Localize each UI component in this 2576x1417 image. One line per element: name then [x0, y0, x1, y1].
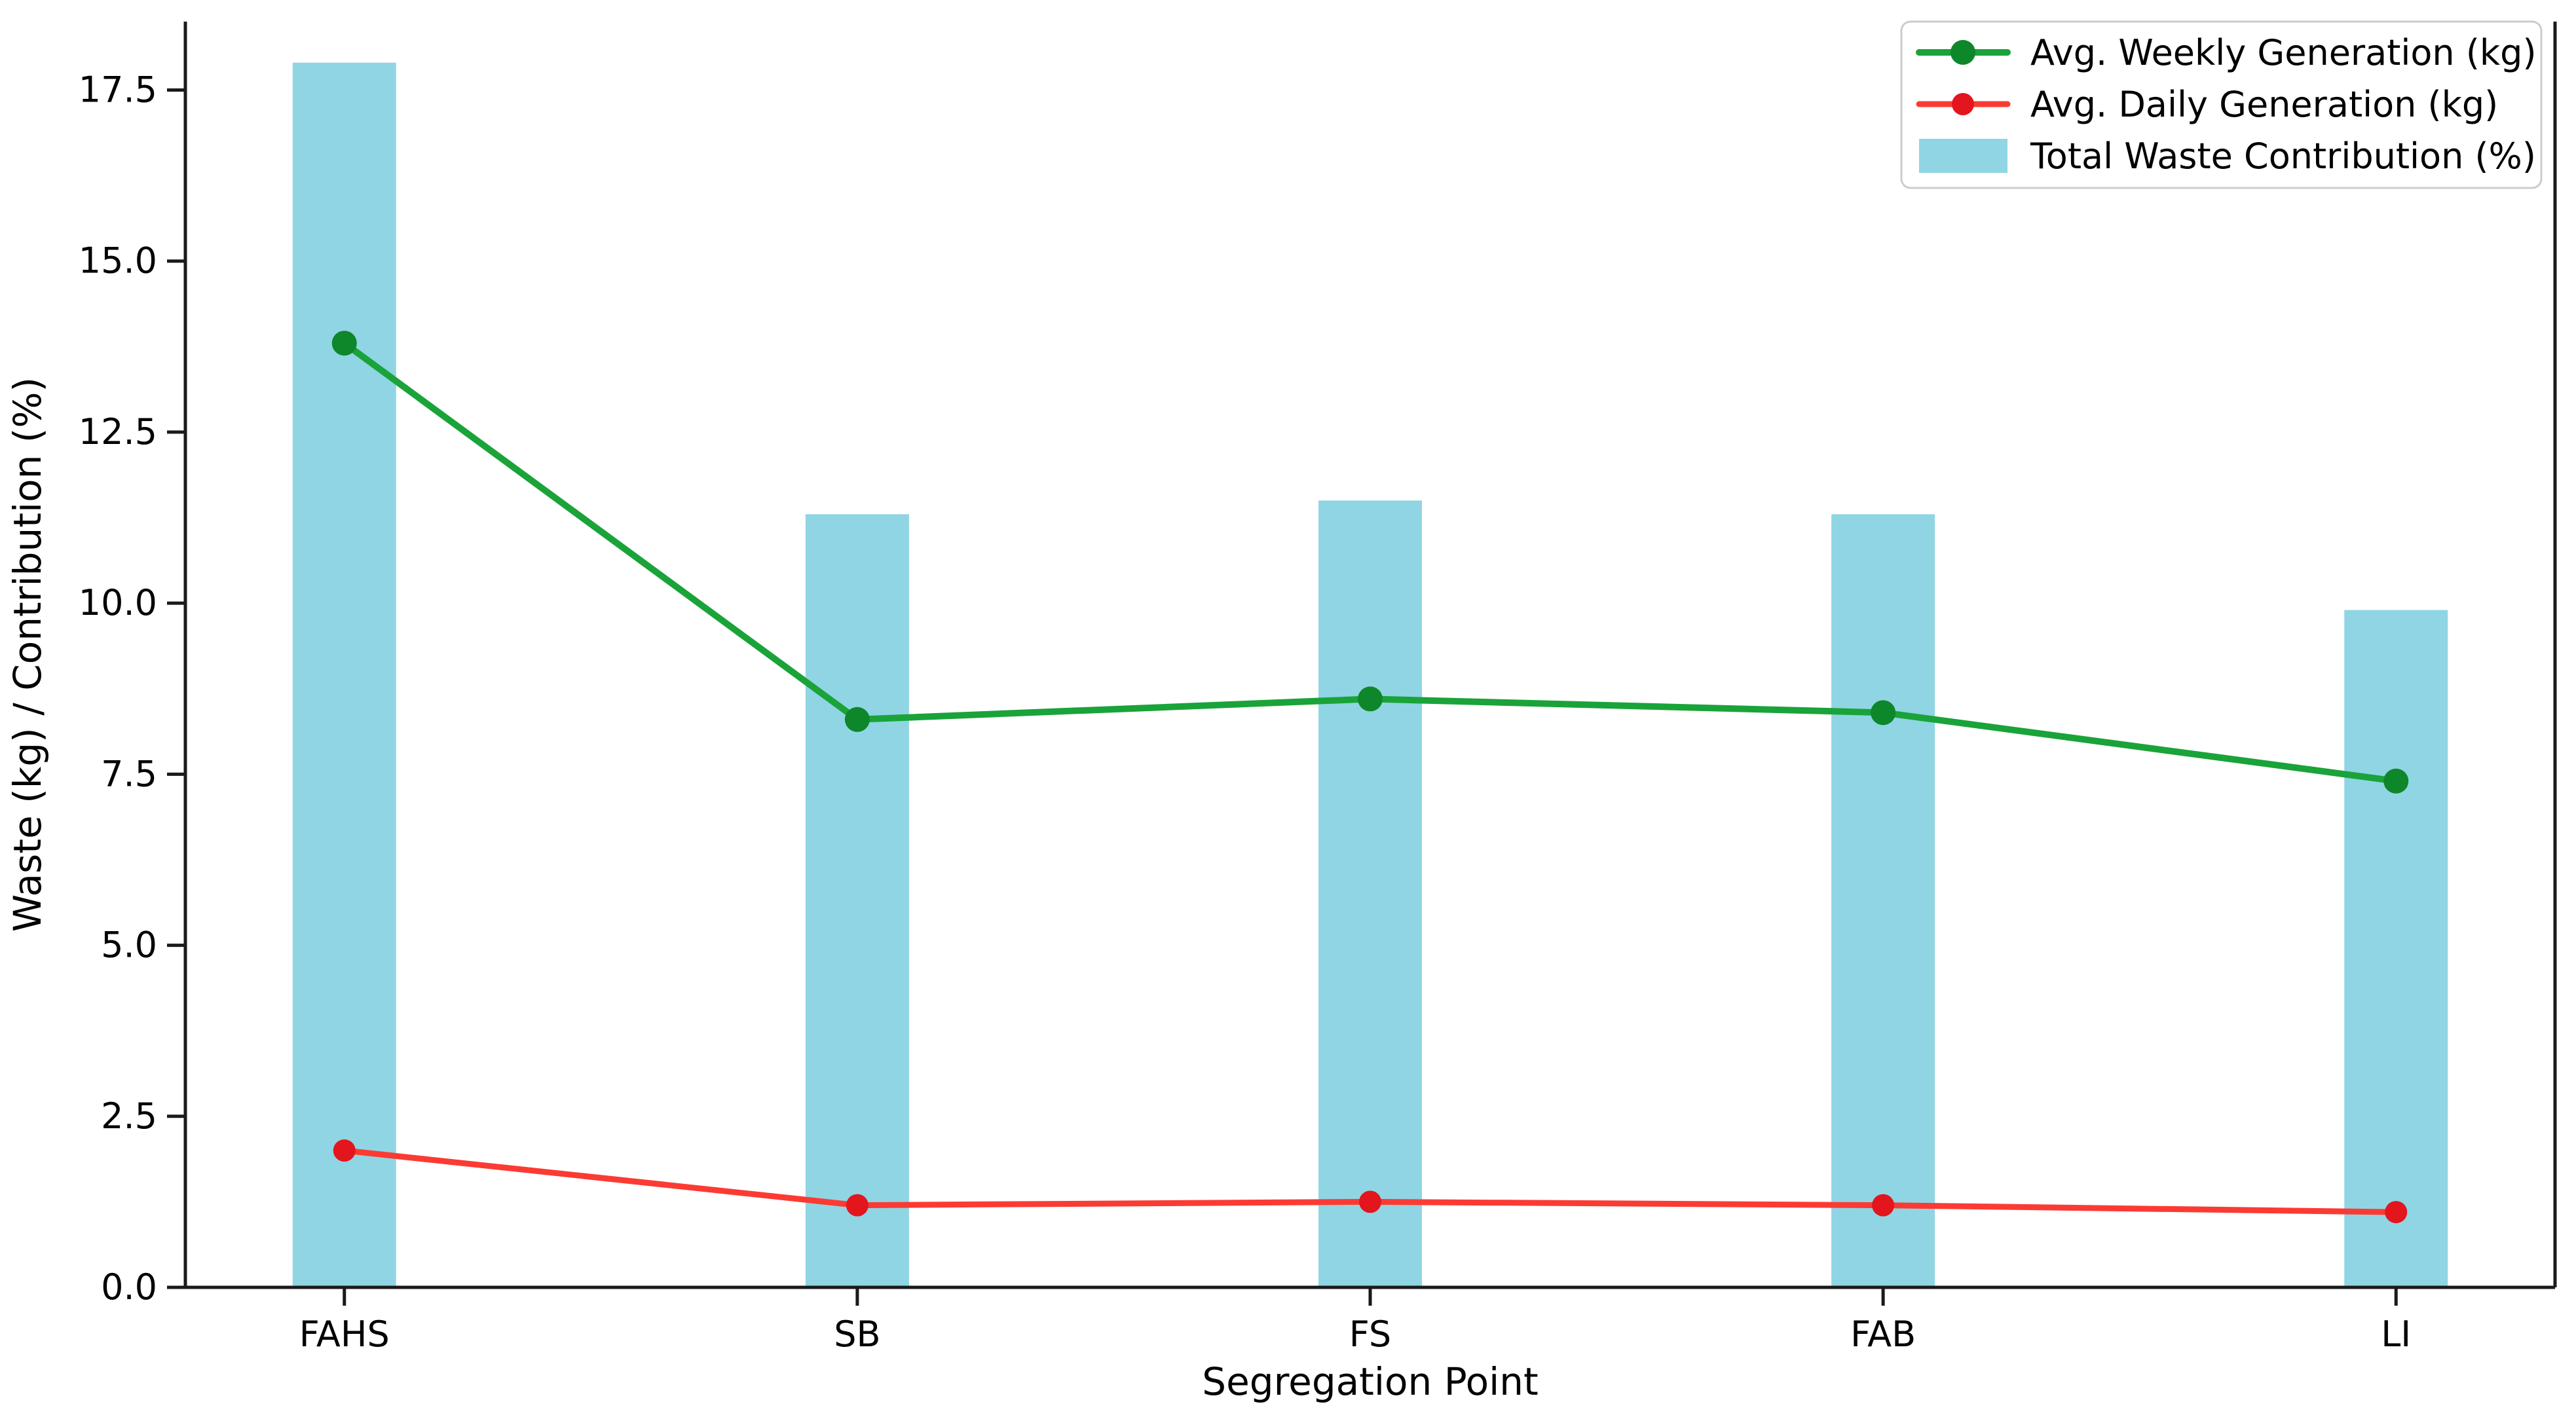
legend-label-0: Avg. Weekly Generation (kg)	[2030, 32, 2537, 73]
bar-FS	[1318, 500, 1422, 1287]
x-tick-label-LI: LI	[2381, 1314, 2411, 1355]
y-tick-label-10.0: 10.0	[79, 582, 157, 623]
x-axis-title: Segregation Point	[1202, 1359, 1538, 1404]
daily-point-FS	[1359, 1190, 1381, 1213]
daily-point-SB	[846, 1194, 868, 1217]
weekly-point-LI	[2383, 768, 2409, 794]
y-tick-label-7.5: 7.5	[101, 753, 157, 794]
bar-FAB	[1831, 514, 1935, 1287]
x-tick-label-FAB: FAB	[1850, 1314, 1916, 1355]
bar-FAHS	[292, 62, 396, 1287]
weekly-point-FAB	[1871, 700, 1896, 726]
daily-point-FAHS	[333, 1139, 356, 1162]
weekly-point-FS	[1358, 686, 1383, 712]
x-tick-label-FAHS: FAHS	[299, 1314, 390, 1355]
bar-SB	[805, 514, 909, 1287]
legend-box	[1900, 20, 2543, 189]
y-tick-label-17.5: 17.5	[79, 69, 157, 110]
weekly-point-FAHS	[331, 331, 357, 356]
daily-point-FAB	[1872, 1194, 1895, 1217]
y-tick-label-0.0: 0.0	[101, 1266, 157, 1308]
y-axis-title: Waste (kg) / Contribution (%)	[5, 377, 50, 932]
legend-daily-marker	[1952, 93, 1974, 115]
x-tick-label-SB: SB	[834, 1314, 880, 1355]
legend-label-1: Avg. Daily Generation (kg)	[2030, 84, 2498, 125]
y-tick-label-12.5: 12.5	[79, 411, 157, 452]
bar-LI	[2344, 610, 2448, 1288]
y-tick-label-2.5: 2.5	[101, 1095, 157, 1137]
x-tick-label-FS: FS	[1349, 1314, 1391, 1355]
legend-label-2: Total Waste Contribution (%)	[2030, 136, 2536, 177]
daily-point-LI	[2385, 1201, 2408, 1224]
y-tick-label-15.0: 15.0	[79, 240, 157, 282]
legend-bar-swatch	[1919, 139, 2007, 173]
y-tick-label-5.0: 5.0	[101, 925, 157, 966]
legend-weekly-marker	[1951, 40, 1975, 65]
weekly-point-SB	[844, 707, 870, 732]
